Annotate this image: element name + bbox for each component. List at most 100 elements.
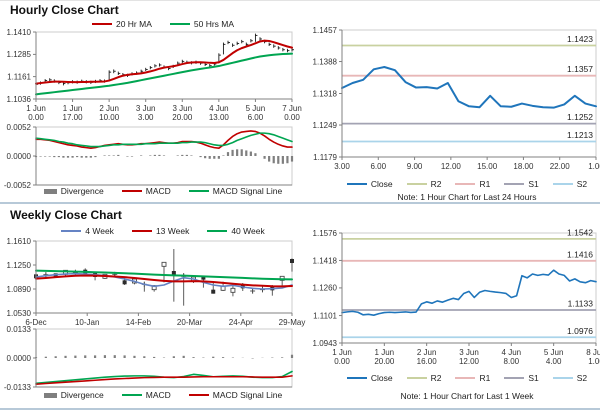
legend-label: S2: [576, 179, 588, 189]
svg-text:20.00: 20.00: [374, 357, 395, 366]
svg-text:18.00: 18.00: [513, 162, 534, 171]
svg-text:1.0890: 1.0890: [7, 285, 32, 294]
hourly-pivot-chart: 1.1423 1.1357 1.1252 1.1213 1.1457 1.1388 1.13…: [313, 26, 600, 171]
line-swatch-icon: [346, 377, 367, 379]
legend-label: S2: [576, 373, 588, 383]
svg-text:4.00: 4.00: [546, 357, 562, 366]
svg-text:-0.0052: -0.0052: [4, 181, 32, 190]
legend-item-s2: S2: [552, 179, 588, 189]
line-swatch-icon: [346, 183, 367, 185]
svg-text:-0.0133: -0.0133: [4, 383, 32, 392]
legend-label: MACD: [145, 186, 171, 196]
legend-label: 4 Week: [85, 226, 114, 236]
svg-text:1 Jun: 1 Jun: [332, 348, 352, 357]
svg-text:10-Jan: 10-Jan: [75, 318, 99, 327]
svg-text:4 Jun: 4 Jun: [209, 104, 229, 113]
svg-text:9.00: 9.00: [407, 162, 423, 171]
svg-text:1.1213: 1.1213: [567, 130, 593, 140]
svg-text:12.00: 12.00: [441, 162, 462, 171]
svg-text:16.00: 16.00: [417, 357, 438, 366]
line-swatch-icon: [121, 190, 142, 192]
legend-item-r2: R2: [406, 179, 441, 189]
svg-text:7 Jun: 7 Jun: [282, 104, 302, 113]
legend-item-close: Close: [346, 179, 393, 189]
svg-text:13.00: 13.00: [209, 113, 230, 122]
svg-text:1 Jun: 1 Jun: [63, 104, 83, 113]
weekly-macd-legend: Divergence MACD MACD Signal Line: [36, 390, 290, 400]
line-swatch-icon: [207, 230, 228, 232]
line-swatch-icon: [406, 183, 427, 185]
line-swatch-icon: [455, 183, 476, 185]
svg-text:1.1423: 1.1423: [567, 34, 593, 44]
line-swatch-icon: [455, 377, 476, 379]
svg-text:8 Jun: 8 Jun: [586, 348, 600, 357]
weekly-price-legend: 4 Week 13 Week 40 Week: [36, 226, 290, 236]
legend-label: 50 Hrs MA: [193, 19, 235, 29]
svg-text:1.1542: 1.1542: [567, 227, 593, 237]
legend-label: 40 Week: [231, 226, 265, 236]
legend-item-divergence: Divergence: [43, 390, 104, 400]
svg-text:5 Jun: 5 Jun: [544, 348, 564, 357]
legend-item-r1: R1: [455, 179, 490, 189]
hourly-section-title: Hourly Close Chart: [10, 3, 119, 17]
legend-item-s1: S1: [504, 373, 539, 383]
legend-label: MACD Signal Line: [212, 390, 283, 400]
legend-item-s2: S2: [552, 373, 588, 383]
svg-text:6.00: 6.00: [370, 162, 386, 171]
svg-text:0.00: 0.00: [28, 113, 44, 122]
bar-swatch-icon: [43, 188, 57, 194]
svg-text:1.0530: 1.0530: [7, 309, 32, 318]
svg-text:14-Feb: 14-Feb: [126, 318, 152, 327]
svg-text:0.00: 0.00: [334, 357, 350, 366]
svg-text:22.00: 22.00: [550, 162, 571, 171]
legend-label: Close: [370, 373, 393, 383]
svg-text:3.00: 3.00: [334, 162, 350, 171]
legend-item-4-week: 4 Week: [61, 226, 114, 236]
line-swatch-icon: [188, 394, 209, 396]
svg-text:1.1161: 1.1161: [7, 72, 31, 81]
svg-text:1.1252: 1.1252: [567, 112, 593, 122]
svg-text:3.00: 3.00: [138, 113, 154, 122]
legend-label: Close: [370, 179, 393, 189]
svg-text:1.1576: 1.1576: [313, 229, 338, 238]
svg-text:29-May: 29-May: [279, 318, 306, 327]
line-swatch-icon: [169, 23, 190, 25]
svg-text:12.00: 12.00: [459, 357, 480, 366]
legend-item-macd-signal-line: MACD Signal Line: [188, 390, 283, 400]
line-swatch-icon: [188, 190, 209, 192]
line-swatch-icon: [552, 377, 573, 379]
weekly-pivot-chart: 1.1542 1.1416 1.1133 1.0976 1.1576 1.1418 1.12…: [313, 227, 600, 366]
legend-item-close: Close: [346, 373, 393, 383]
hourly-macd-chart: 0.0052 0.0000 -0.0052: [4, 123, 294, 190]
legend-label: R1: [479, 373, 491, 383]
svg-text:6-Dec: 6-Dec: [25, 318, 46, 327]
legend-label: R1: [479, 179, 491, 189]
svg-text:0.0000: 0.0000: [7, 354, 32, 363]
legend-item-50-hrs-ma: 50 Hrs MA: [169, 19, 235, 29]
legend-label: 13 Week: [155, 226, 190, 236]
svg-text:0.0052: 0.0052: [7, 123, 32, 132]
svg-text:1.1285: 1.1285: [7, 50, 32, 59]
legend-item-13-week: 13 Week: [131, 226, 190, 236]
legend-label: 20 Hr MA: [115, 19, 152, 29]
hourly-pivot-legend: Close R2 R1 S1 S2: [342, 179, 592, 189]
svg-text:5 Jun: 5 Jun: [246, 104, 266, 113]
svg-text:15.00: 15.00: [477, 162, 498, 171]
svg-text:1.1249: 1.1249: [313, 121, 338, 130]
svg-text:6.00: 6.00: [248, 113, 264, 122]
svg-text:20.00: 20.00: [172, 113, 193, 122]
svg-text:10.00: 10.00: [99, 113, 120, 122]
hourly-macd-legend: Divergence MACD MACD Signal Line: [36, 186, 290, 196]
legend-item-r1: R1: [455, 373, 490, 383]
line-swatch-icon: [406, 377, 427, 379]
svg-text:2 Jun: 2 Jun: [99, 104, 119, 113]
line-swatch-icon: [121, 394, 142, 396]
svg-text:1.1036: 1.1036: [7, 95, 32, 104]
svg-text:1.1133: 1.1133: [568, 298, 594, 308]
svg-text:1.1250: 1.1250: [7, 261, 32, 270]
legend-item-40-week: 40 Week: [207, 226, 265, 236]
svg-text:1.1410: 1.1410: [7, 28, 32, 37]
svg-text:1.0976: 1.0976: [567, 326, 593, 336]
